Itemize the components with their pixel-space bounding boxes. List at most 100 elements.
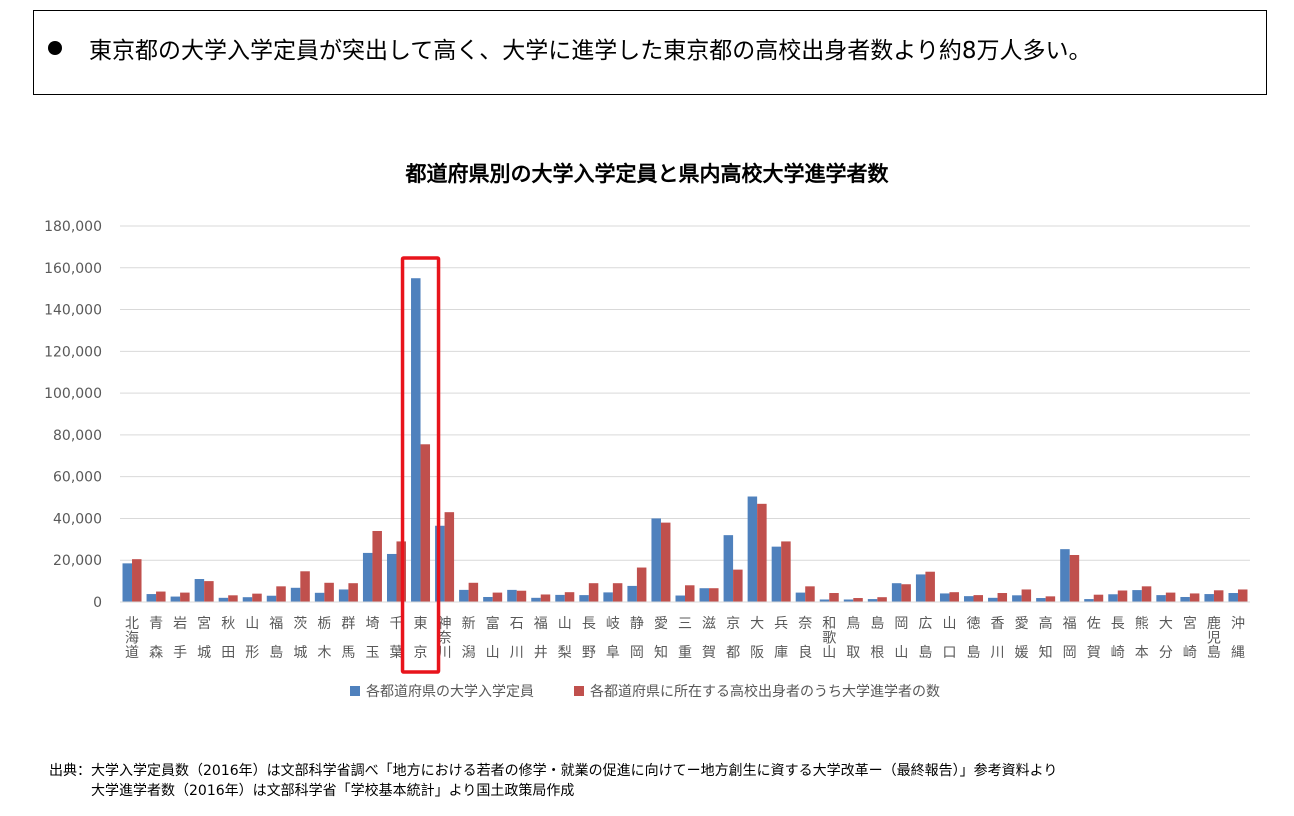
x-tick-label: 静岡 xyxy=(630,616,644,661)
x-tick-label: 愛媛 xyxy=(1015,616,1029,661)
x-tick-label: 高知 xyxy=(1039,615,1053,661)
y-tick-label: 40,000 xyxy=(53,511,102,527)
x-tick-label: 秋田 xyxy=(221,616,235,661)
bar-series1 xyxy=(386,553,397,602)
bar-series1 xyxy=(915,574,926,602)
legend-series2-label: 各都道府県に所在する高校出身者のうち大学進学者の数 xyxy=(590,683,940,700)
bar-series1 xyxy=(723,535,734,602)
x-tick-label: 大阪 xyxy=(750,616,764,661)
x-tick-label: 北海道 xyxy=(125,616,139,661)
bar-series2 xyxy=(829,593,839,602)
bar-series1 xyxy=(459,589,469,602)
source-line-1: 大学入学定員数（2016年）は文部科学省調べ「地方における若者の修学・就業の促進… xyxy=(91,763,1058,779)
x-tick-label: 三重 xyxy=(678,616,692,661)
bar-series2 xyxy=(180,592,190,602)
y-tick-label: 20,000 xyxy=(53,553,102,569)
bar-series1 xyxy=(891,583,902,602)
bar-series1 xyxy=(1156,595,1166,602)
bar-series1 xyxy=(507,589,517,602)
bar-series2 xyxy=(733,569,743,602)
x-tick-label: 大分 xyxy=(1159,616,1173,661)
bar-series2 xyxy=(901,584,911,602)
x-tick-label: 宮城 xyxy=(197,616,211,661)
y-tick-label: 0 xyxy=(93,595,102,611)
y-tick-label: 140,000 xyxy=(44,303,102,319)
source-note: 出典：大学入学定員数（2016年）は文部科学省調べ「地方における若者の修学・就業… xyxy=(49,761,1057,801)
x-tick-label: 熊本 xyxy=(1135,616,1149,661)
chart-title: 都道府県別の大学入学定員と県内高校大学進学者数 xyxy=(405,162,889,186)
bar-series1 xyxy=(771,546,782,602)
bar-series2 xyxy=(1165,592,1176,602)
bar-series2 xyxy=(757,503,767,602)
x-tick-label: 京都 xyxy=(726,616,740,661)
bar-series2 xyxy=(1237,589,1248,602)
x-tick-label: 島根 xyxy=(870,616,884,661)
bar-series2 xyxy=(709,588,719,602)
x-tick-label: 岐阜 xyxy=(606,616,620,661)
bar-series2 xyxy=(877,597,887,602)
x-tick-label: 新潟 xyxy=(462,616,476,661)
source-line-2: 大学進学者数（2016年）は文部科学省「学校基本統計」より国土政策局作成 xyxy=(91,783,575,799)
x-tick-label: 埼玉 xyxy=(365,616,379,661)
bar-series1 xyxy=(338,589,349,602)
source-label: 出典： xyxy=(49,763,91,779)
y-tick-label: 80,000 xyxy=(53,428,102,444)
x-tick-label: 千葉 xyxy=(389,616,403,661)
bar-series2 xyxy=(492,592,503,602)
y-tick-label: 120,000 xyxy=(44,344,102,360)
highlight-box xyxy=(400,256,441,674)
bar-series1 xyxy=(867,599,878,602)
bar-series1 xyxy=(290,587,301,602)
bar-series2 xyxy=(276,586,286,602)
bar-series1 xyxy=(843,599,854,602)
bar-series2 xyxy=(132,559,142,602)
bar-series1 xyxy=(795,592,806,602)
x-tick-label: 栃木 xyxy=(317,616,331,661)
bar-series2 xyxy=(1069,555,1080,602)
x-tick-label: 神奈川 xyxy=(438,616,452,661)
x-tick-label: 山形 xyxy=(245,616,259,661)
bar-series1 xyxy=(819,599,830,602)
bar-series2 xyxy=(781,541,791,602)
bar-series1 xyxy=(964,596,974,602)
x-tick-label: 徳島 xyxy=(967,616,981,661)
bar-series1 xyxy=(146,594,157,602)
bar-series2 xyxy=(949,592,959,602)
bar-series2 xyxy=(588,583,599,602)
bar-series1 xyxy=(411,278,421,602)
y-tick-label: 60,000 xyxy=(53,470,102,486)
bar-series2 xyxy=(300,571,310,602)
x-tick-label: 兵庫 xyxy=(774,616,788,661)
x-tick-label: 青森 xyxy=(149,616,163,661)
bar-series1 xyxy=(531,597,541,602)
bar-series1 xyxy=(1132,590,1142,602)
x-tick-label: 富山 xyxy=(486,615,500,661)
x-tick-label: 岡山 xyxy=(894,616,908,661)
legend-series2-swatch xyxy=(574,686,584,696)
bar-series2 xyxy=(1045,596,1056,602)
bar-series2 xyxy=(1213,590,1224,602)
x-tick-label: 鳥取 xyxy=(846,616,860,661)
bar-series1 xyxy=(699,588,710,602)
bar-series1 xyxy=(1180,596,1190,602)
bar-series1 xyxy=(627,585,637,602)
bar-series1 xyxy=(747,496,758,602)
x-tick-label: 沖縄 xyxy=(1231,616,1245,661)
bar-series2 xyxy=(324,582,334,602)
bar-series2 xyxy=(612,583,623,602)
x-tick-label: 福岡 xyxy=(1063,616,1077,661)
bar-series1 xyxy=(362,552,373,602)
x-tick-label: 長崎 xyxy=(1111,616,1125,661)
bar-series1 xyxy=(1036,598,1046,602)
bar-series2 xyxy=(636,567,647,602)
bar-series2 xyxy=(997,593,1008,602)
x-tick-label: 広島 xyxy=(918,616,932,661)
bar-series1 xyxy=(651,518,661,602)
bar-series2 xyxy=(925,571,935,602)
x-tick-label: 愛知 xyxy=(654,616,668,661)
bar-series2 xyxy=(1021,589,1032,602)
bar-series2 xyxy=(853,598,863,602)
bar-series2 xyxy=(348,583,358,602)
bar-series2 xyxy=(444,512,455,602)
bullet-icon xyxy=(48,41,62,55)
